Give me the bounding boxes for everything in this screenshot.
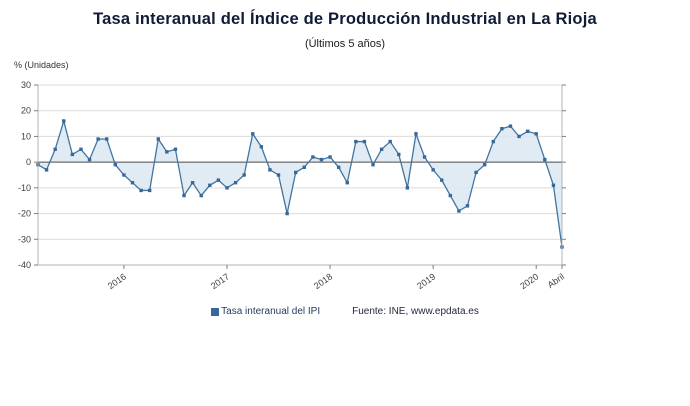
axes xyxy=(37,85,563,266)
data-point xyxy=(457,209,461,213)
svg-text:-30: -30 xyxy=(18,234,31,244)
data-point xyxy=(156,137,160,141)
data-point xyxy=(465,204,470,208)
data-point xyxy=(354,139,358,144)
data-point xyxy=(371,163,375,167)
data-point xyxy=(233,181,238,185)
data-point xyxy=(379,147,384,151)
data-point xyxy=(62,119,66,123)
data-point xyxy=(388,139,392,144)
data-point xyxy=(79,147,83,151)
gridlines xyxy=(38,84,562,266)
chart-legend: Tasa interanual del IPI Fuente: INE, www… xyxy=(0,306,690,317)
data-point xyxy=(251,132,255,136)
series-area-fill xyxy=(38,121,562,247)
data-point xyxy=(70,152,75,157)
data-point xyxy=(182,193,186,198)
data-point xyxy=(440,178,444,182)
svg-text:20: 20 xyxy=(21,106,31,116)
series-line xyxy=(37,118,563,248)
data-point xyxy=(422,155,427,159)
data-point xyxy=(319,157,324,162)
data-point xyxy=(405,186,410,190)
data-point xyxy=(431,168,435,172)
data-point xyxy=(113,163,118,167)
data-point xyxy=(105,137,109,141)
data-point xyxy=(139,188,143,193)
data-point xyxy=(517,134,521,139)
data-point xyxy=(474,170,478,175)
data-point xyxy=(130,181,135,185)
data-point xyxy=(87,157,92,162)
legend-item-ipi: Tasa interanual del IPI xyxy=(211,306,320,317)
data-point xyxy=(302,165,306,169)
data-point xyxy=(448,193,453,198)
data-point xyxy=(328,155,332,159)
data-point xyxy=(508,124,513,128)
series-markers xyxy=(36,119,564,249)
data-point xyxy=(147,188,152,193)
data-point xyxy=(225,186,229,190)
svg-text:2017: 2017 xyxy=(209,271,231,291)
line-chart: -40 -30 -20 -10 0 10 20 30 2016 2017 2018 2019 2020 A… xyxy=(18,80,566,291)
legend-series-label: Tasa interanual del IPI xyxy=(221,306,321,317)
svg-text:-40: -40 xyxy=(18,260,31,270)
source-attribution: Fuente: INE, www.epdata.es xyxy=(352,306,479,317)
svg-text:2019: 2019 xyxy=(415,271,437,291)
data-point xyxy=(534,132,538,136)
data-point xyxy=(414,132,418,136)
data-point xyxy=(165,150,169,154)
data-point xyxy=(44,168,49,172)
data-point xyxy=(276,173,281,177)
data-point xyxy=(482,163,487,167)
svg-text:2016: 2016 xyxy=(106,271,128,291)
data-point xyxy=(190,181,195,185)
data-point xyxy=(199,193,203,198)
data-point xyxy=(543,157,547,162)
data-point xyxy=(500,127,504,131)
data-point xyxy=(345,181,349,185)
data-point xyxy=(311,155,315,159)
data-point xyxy=(362,139,367,144)
svg-text:-10: -10 xyxy=(18,183,31,193)
svg-text:Abril: Abril xyxy=(546,271,566,290)
svg-text:0: 0 xyxy=(26,157,31,167)
data-point xyxy=(53,147,57,151)
data-point xyxy=(294,170,298,175)
data-point xyxy=(259,145,264,149)
data-point xyxy=(491,139,495,144)
data-point xyxy=(525,129,530,133)
data-point xyxy=(208,183,212,187)
data-point xyxy=(216,178,221,182)
chart-subtitle: (Últimos 5 años) xyxy=(304,38,386,50)
svg-text:30: 30 xyxy=(21,80,31,90)
data-point xyxy=(268,168,272,172)
data-point xyxy=(336,165,341,169)
data-point xyxy=(122,173,126,177)
svg-text:10: 10 xyxy=(21,131,31,141)
tick-marks xyxy=(34,84,566,269)
legend-swatch-icon xyxy=(211,307,220,316)
svg-text:2018: 2018 xyxy=(312,271,334,291)
data-point xyxy=(285,211,289,216)
chart-title: Tasa interanual del Índice de Producción… xyxy=(93,10,597,28)
y-axis-unit-label: % (Unidades) xyxy=(14,60,69,70)
y-tick-labels: -40 -30 -20 -10 0 10 20 30 xyxy=(18,80,31,270)
svg-text:-20: -20 xyxy=(18,209,31,219)
svg-text:2020: 2020 xyxy=(518,271,540,291)
data-point xyxy=(551,183,556,187)
x-tick-labels: 2016 2017 2018 2019 2020 Abril xyxy=(106,271,566,291)
data-point xyxy=(96,137,100,141)
data-point xyxy=(397,152,401,157)
data-point xyxy=(173,147,178,151)
data-point xyxy=(242,173,246,177)
